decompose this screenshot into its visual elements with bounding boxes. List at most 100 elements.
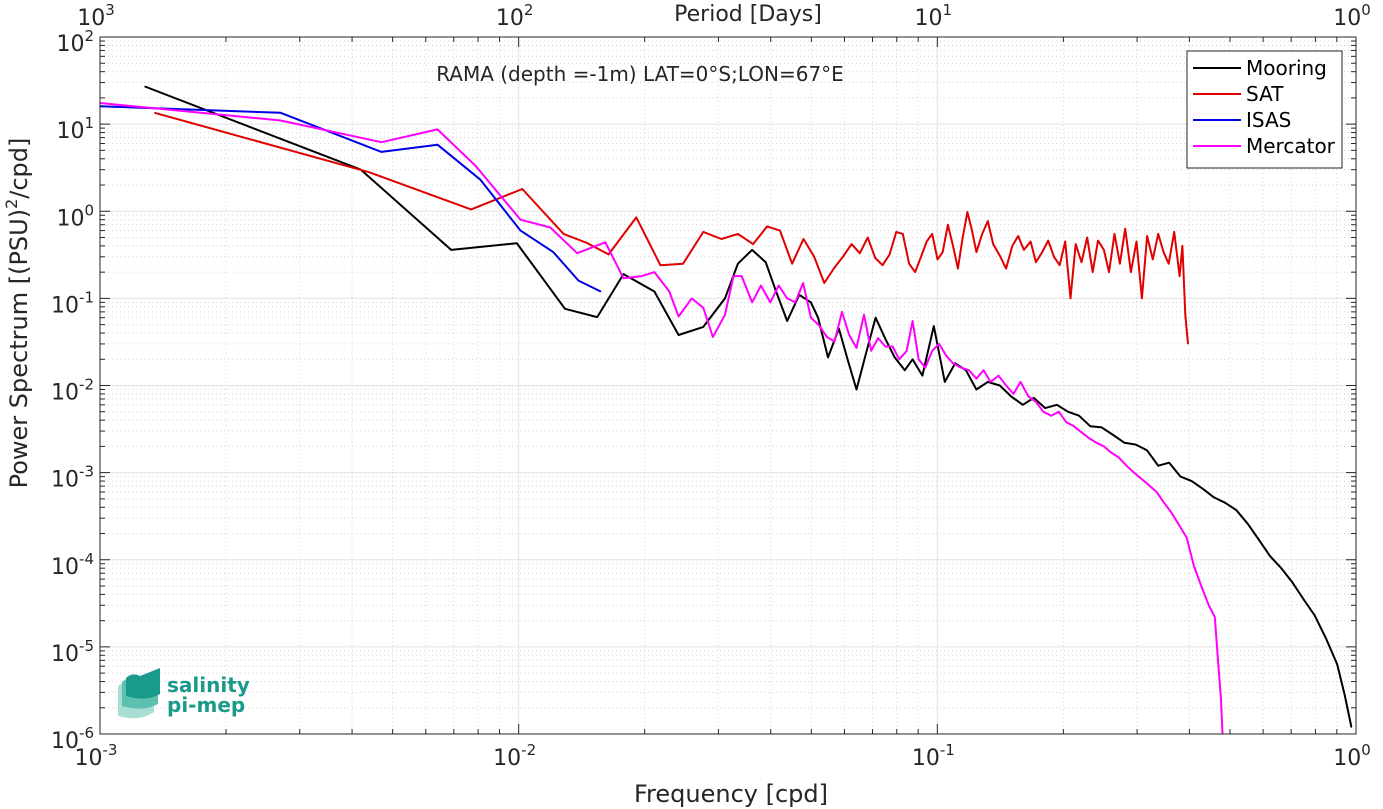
x-tick-label-exponent: -3 <box>103 741 118 759</box>
y-tick-label: 101 <box>56 114 94 144</box>
data-point <box>810 317 812 319</box>
data-point <box>1042 411 1044 413</box>
x-tick-label-exponent: -1 <box>940 741 955 759</box>
data-point <box>1019 381 1022 383</box>
data-point <box>1178 524 1180 526</box>
data-point <box>914 271 916 273</box>
data-point <box>894 356 896 358</box>
x-tick-label-exponent: 0 <box>1361 741 1371 759</box>
data-point <box>931 233 933 235</box>
data-point <box>678 315 680 318</box>
data-point <box>1101 426 1103 428</box>
data-point <box>576 252 578 254</box>
data-point <box>1157 233 1159 235</box>
data-point <box>945 355 947 357</box>
y-tick-label-exponent: -2 <box>79 376 94 394</box>
x-tick-label-base: 10 <box>1333 746 1361 771</box>
data-point <box>867 236 869 239</box>
data-point <box>1291 581 1293 584</box>
data-point <box>1053 256 1055 258</box>
legend-label-isas: ISAS <box>1246 108 1291 132</box>
data-point <box>1030 240 1032 243</box>
data-point <box>962 236 964 239</box>
data-point <box>1089 425 1091 427</box>
data-point <box>1095 442 1098 444</box>
data-point <box>436 128 439 130</box>
data-point <box>1023 249 1025 251</box>
salinity-pi-mep-logo: salinity pi-mep <box>118 668 250 719</box>
data-point <box>966 211 969 213</box>
top-tick-label-base: 10 <box>77 6 105 31</box>
data-point <box>863 314 865 316</box>
data-point <box>833 267 835 270</box>
data-point <box>608 253 610 255</box>
y-tick-label-base: 10 <box>51 642 79 667</box>
data-point <box>1280 567 1282 569</box>
data-point <box>1135 240 1138 243</box>
data-point <box>604 241 606 243</box>
data-point <box>924 367 926 369</box>
series-mooring <box>144 85 1353 728</box>
series-group <box>99 85 1353 735</box>
data-point <box>898 358 900 360</box>
data-point <box>1065 421 1067 423</box>
data-point <box>794 301 796 303</box>
data-point <box>470 208 472 210</box>
data-point <box>912 358 914 360</box>
data-point <box>1080 261 1083 263</box>
data-point <box>1069 297 1072 299</box>
data-point <box>810 301 812 303</box>
data-point <box>769 301 771 303</box>
x-tick-label: 10-2 <box>493 741 536 771</box>
data-point <box>1314 614 1316 617</box>
legend-label-mooring: Mooring <box>1246 56 1327 80</box>
x-axis-title: Frequency [cpd] <box>634 780 828 808</box>
data-point <box>936 258 939 260</box>
data-point <box>702 307 704 309</box>
top-tick-label-base: 10 <box>1333 6 1361 31</box>
data-point <box>600 290 602 293</box>
data-point <box>737 233 739 235</box>
data-point <box>1086 236 1088 239</box>
top-tick-label-exponent: 3 <box>105 1 115 19</box>
data-point <box>1213 496 1215 498</box>
data-point <box>436 144 439 146</box>
data-point <box>975 378 978 380</box>
data-point <box>519 219 522 221</box>
data-point <box>1097 240 1099 242</box>
top-axis-title: Period [Days] <box>674 2 822 27</box>
data-point <box>1140 478 1142 480</box>
data-point <box>921 375 924 377</box>
data-point <box>1186 536 1188 539</box>
data-point <box>1041 251 1043 253</box>
data-point <box>1344 694 1346 696</box>
y-tick-label-exponent: 0 <box>84 201 94 219</box>
data-point <box>563 233 565 235</box>
x-tick-label-base: 10 <box>75 746 103 771</box>
top-tick-label-exponent: 1 <box>943 1 953 19</box>
data-point <box>1044 407 1046 409</box>
data-point <box>1303 598 1305 601</box>
data-point <box>1035 401 1037 403</box>
data-point <box>895 231 897 233</box>
data-point <box>870 350 872 352</box>
data-point <box>1173 231 1175 233</box>
data-point <box>1012 393 1015 395</box>
logo-icon <box>118 668 160 719</box>
data-point <box>1064 240 1066 243</box>
grid <box>99 36 1357 735</box>
top-tick-label-exponent: 0 <box>1361 1 1371 19</box>
data-point <box>952 245 954 247</box>
data-point <box>144 85 146 88</box>
data-point <box>841 311 843 313</box>
top-tick-label-base: 10 <box>915 6 943 31</box>
data-point <box>1157 465 1159 467</box>
y-tick-label-exponent: -4 <box>79 550 94 568</box>
x-tick-label-exponent: -2 <box>521 741 536 759</box>
data-point <box>653 271 656 273</box>
data-point <box>1110 451 1112 454</box>
data-point <box>737 263 739 265</box>
